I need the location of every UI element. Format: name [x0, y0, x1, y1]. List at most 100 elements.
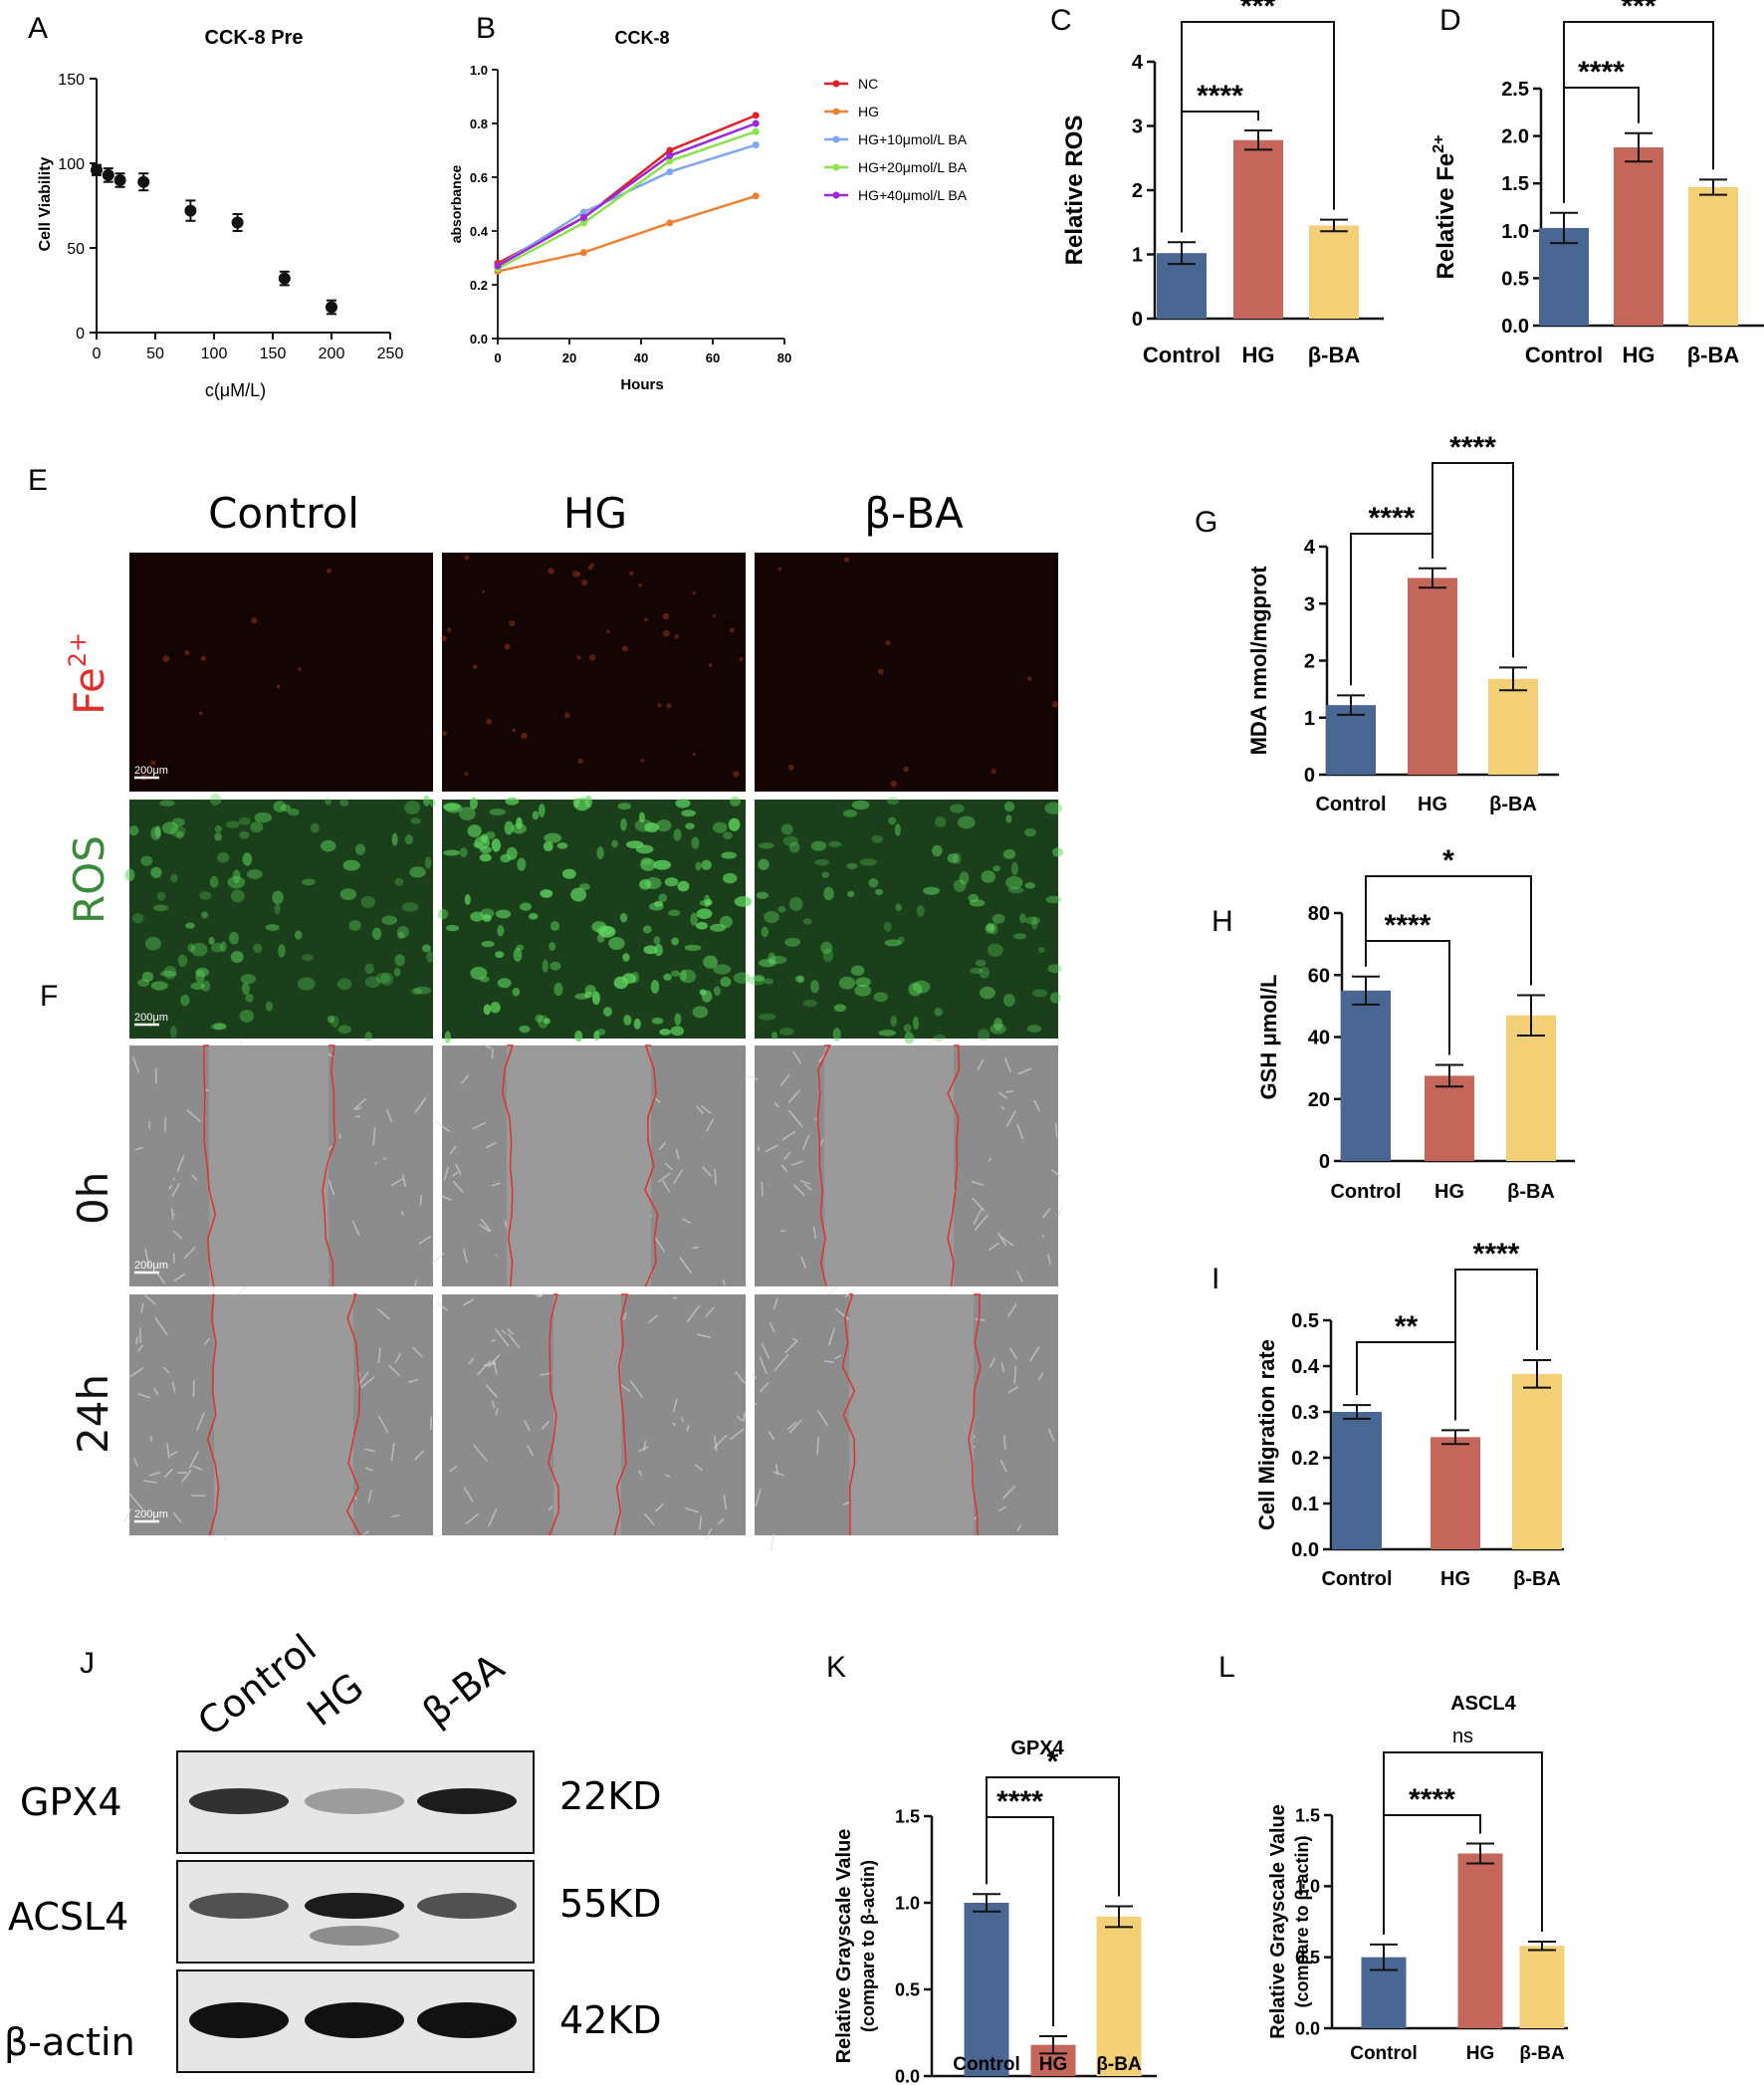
series-point — [579, 219, 587, 227]
wound-edge — [345, 1293, 361, 1536]
x-tick-label: 100 — [201, 346, 228, 362]
legend-marker — [832, 108, 840, 116]
ros-cell — [543, 840, 553, 852]
ros-cell — [397, 931, 405, 940]
cell-texture — [377, 1415, 389, 1434]
cell-texture — [492, 1359, 498, 1375]
cell-texture — [1041, 1235, 1044, 1239]
cell-texture — [1057, 1206, 1063, 1217]
cell-texture — [997, 1506, 1006, 1512]
cell-texture — [495, 1408, 499, 1416]
ros-cell — [209, 794, 222, 806]
ros-cell — [733, 972, 751, 984]
data-point — [102, 168, 114, 181]
x-axis-label: c(μM/L) — [205, 380, 266, 400]
x-tick-label: β-BA — [1519, 2043, 1565, 2064]
cell-texture — [170, 1208, 174, 1220]
cell-texture — [792, 1050, 802, 1064]
cell-texture — [713, 1434, 728, 1450]
fe-signal — [708, 662, 713, 667]
ros-cell — [978, 1029, 991, 1042]
ros-cell — [634, 818, 653, 832]
ros-cell — [180, 994, 190, 1007]
blot-band — [417, 1893, 517, 1919]
ros-cell — [444, 803, 463, 813]
blot-size-bactin: 42KD — [559, 1998, 662, 2042]
cell-texture — [730, 1428, 745, 1441]
ros-cell — [381, 915, 398, 925]
cell-texture — [144, 1249, 150, 1268]
wound-edge — [841, 1293, 856, 1536]
cell-texture — [723, 1495, 727, 1510]
significance-bracket — [1181, 21, 1335, 233]
ros-cell — [703, 894, 711, 908]
ros-cell — [650, 980, 660, 994]
cell-texture — [835, 1307, 850, 1321]
panel-label-f: F — [40, 980, 58, 1013]
y-tick-label: 1.0 — [470, 63, 488, 78]
ros-cell — [561, 868, 576, 879]
cell-texture — [696, 1105, 705, 1115]
ros-cell — [859, 858, 877, 866]
cell-texture — [759, 1382, 770, 1393]
ros-cell — [394, 954, 405, 967]
ros-cell — [342, 859, 360, 871]
cell-texture — [449, 1465, 458, 1473]
ros-cell — [519, 1025, 531, 1034]
fe-signal — [787, 764, 794, 771]
fe-signal — [587, 566, 593, 571]
cell-texture — [156, 1273, 166, 1284]
ros-cell — [245, 993, 254, 1003]
ros-cell — [429, 799, 436, 808]
y-tick-label: 4 — [1132, 52, 1144, 74]
ros-cell — [675, 799, 691, 809]
ros-cell — [310, 822, 320, 833]
cell-texture — [705, 1527, 713, 1540]
ros-cell — [128, 825, 139, 836]
data-point — [278, 272, 291, 285]
cell-texture — [844, 1288, 856, 1298]
cell-texture — [996, 1232, 1007, 1247]
wound-edge — [968, 1293, 982, 1536]
legend-label: HG — [858, 104, 879, 119]
cell-texture — [999, 1460, 1007, 1473]
cell-texture — [701, 1105, 712, 1114]
cell-texture — [973, 1207, 984, 1225]
ros-cell — [371, 927, 382, 940]
bar-β-BA — [1688, 187, 1738, 326]
cell-texture — [488, 1507, 498, 1527]
y-tick-label: 3 — [1132, 116, 1143, 138]
y-tick-label: 2.0 — [1501, 126, 1529, 148]
cell-texture — [1017, 1067, 1032, 1075]
ros-cell — [495, 909, 512, 919]
ros-cell — [171, 817, 185, 827]
ros-cell — [970, 967, 984, 975]
ros-cell — [404, 834, 413, 845]
ros-cell — [325, 798, 331, 806]
data-point — [137, 175, 150, 188]
cell-texture — [774, 1464, 779, 1476]
cell-texture — [172, 1511, 182, 1523]
ros-cell — [659, 1029, 672, 1036]
ros-cell — [513, 948, 523, 962]
ros-cell — [411, 988, 422, 995]
cell-texture — [449, 1145, 457, 1155]
cell-texture — [828, 1327, 835, 1346]
ros-cell — [638, 811, 645, 823]
cell-texture — [772, 1297, 778, 1310]
ros-cell — [1003, 801, 1015, 812]
cell-texture — [713, 1436, 718, 1452]
cell-texture — [803, 1183, 812, 1191]
x-tick-label: HG — [1039, 2054, 1068, 2075]
ros-cell — [644, 821, 660, 832]
cell-texture — [1047, 1428, 1055, 1442]
series-line-3 — [497, 129, 757, 270]
ros-cell — [828, 840, 842, 847]
x-tick-label: 60 — [706, 350, 720, 365]
blot-band — [417, 2002, 517, 2038]
wound-edge — [502, 1044, 514, 1287]
ros-cell — [426, 951, 435, 963]
ros-cell — [497, 925, 505, 937]
